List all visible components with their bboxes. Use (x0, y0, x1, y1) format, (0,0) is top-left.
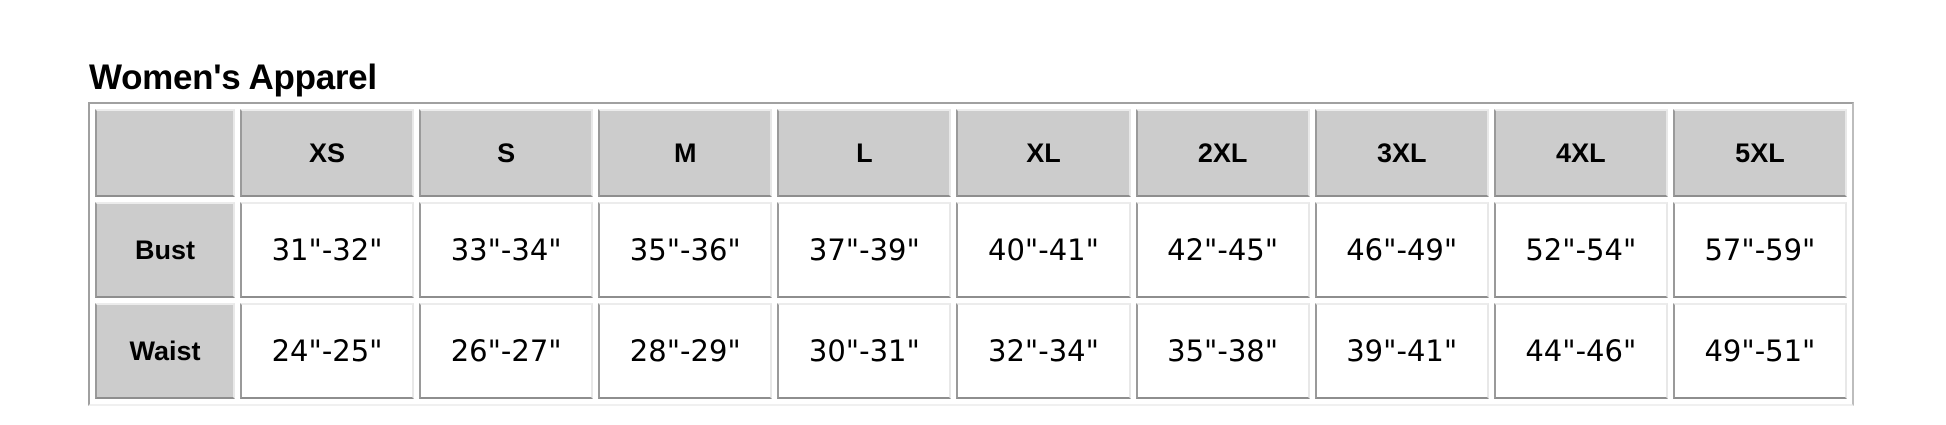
measurement-cell: 57"-59" (1672, 202, 1847, 299)
table-row: Waist 24"-25" 26"-27" 28"-29" 30"-31" 32"-34"… (95, 303, 1847, 399)
measurement-cell: 33"-34" (419, 202, 594, 299)
measurement-cell: 35"-36" (598, 202, 773, 299)
corner-cell (95, 109, 235, 198)
measurement-cell: 39"-41" (1314, 303, 1489, 399)
measurement-cell: 30"-31" (777, 303, 952, 399)
measurement-cell: 52"-54" (1493, 202, 1668, 299)
size-chart-table: XS S M L XL 2XL 3XL 4XL 5XL Bust 31"-32" 33"-34" 35"… (88, 102, 1854, 406)
measurement-cell: 44"-46" (1493, 303, 1668, 399)
table-row: Bust 31"-32" 33"-34" 35"-36" 37"-39" 40"-41" 4… (95, 202, 1847, 299)
size-header-4xl: 4XL (1493, 109, 1668, 198)
measurement-cell: 32"-34" (956, 303, 1131, 399)
size-header-2xl: 2XL (1135, 109, 1310, 198)
size-header-5xl: 5XL (1672, 109, 1847, 198)
measurement-cell: 49"-51" (1672, 303, 1847, 399)
measurement-cell: 31"-32" (240, 202, 415, 299)
size-header-s: S (419, 109, 594, 198)
measurement-cell: 42"-45" (1135, 202, 1310, 299)
row-label-bust: Bust (95, 202, 235, 299)
measurement-cell: 24"-25" (240, 303, 415, 399)
measurement-cell: 26"-27" (419, 303, 594, 399)
header-row: XS S M L XL 2XL 3XL 4XL 5XL (95, 109, 1847, 198)
page-title: Women's Apparel (89, 58, 377, 97)
size-header-xl: XL (956, 109, 1131, 198)
measurement-cell: 46"-49" (1314, 202, 1489, 299)
measurement-cell: 35"-38" (1135, 303, 1310, 399)
measurement-cell: 28"-29" (598, 303, 773, 399)
measurement-cell: 37"-39" (777, 202, 952, 299)
size-header-m: M (598, 109, 773, 198)
size-header-xs: XS (240, 109, 415, 198)
size-header-3xl: 3XL (1314, 109, 1489, 198)
row-label-waist: Waist (95, 303, 235, 399)
size-header-l: L (777, 109, 952, 198)
measurement-cell: 40"-41" (956, 202, 1131, 299)
